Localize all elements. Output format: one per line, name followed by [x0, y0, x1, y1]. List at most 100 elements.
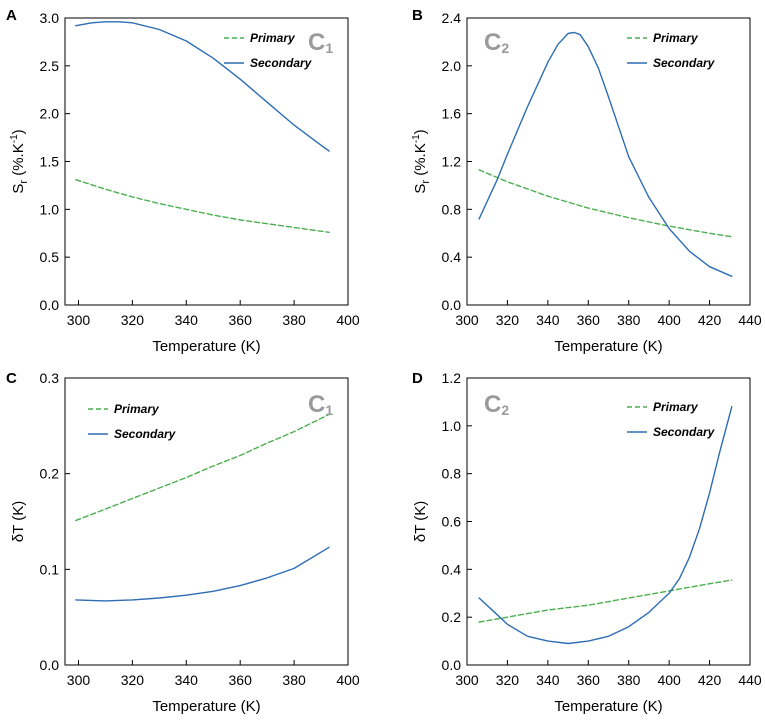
legend-label-primary: Primary: [250, 31, 296, 45]
y-axis-label-main: S: [10, 184, 27, 194]
configuration-label-main: C: [308, 391, 325, 418]
series-line-primary: [75, 178, 330, 234]
y-tick-label: 0.0: [442, 297, 462, 313]
series-line-secondary: [75, 546, 330, 602]
configuration-label-main: C: [484, 29, 501, 56]
panel-letter: A: [6, 7, 17, 24]
y-tick-label: 2.0: [40, 106, 60, 122]
x-tick-label: 340: [175, 312, 199, 328]
configuration-label: C1: [308, 391, 333, 418]
x-axis-label: Temperature (K): [152, 698, 260, 715]
y-tick-label: 2.4: [442, 10, 462, 26]
configuration-label-sub: 1: [325, 40, 333, 56]
configuration-label-main: C: [484, 391, 501, 418]
x-tick-label: 320: [496, 672, 520, 688]
y-axis-label-sup: -1: [411, 134, 422, 143]
panel-letter: C: [6, 370, 17, 387]
y-tick-label: 0.0: [442, 657, 462, 673]
y-tick-label: 0.6: [442, 514, 462, 530]
y-tick-label: 2.5: [40, 58, 60, 74]
y-axis-label-sub: r: [18, 180, 30, 184]
x-tick-label: 360: [229, 312, 253, 328]
configuration-label: C2: [484, 391, 509, 418]
plot-frame: [466, 377, 751, 666]
y-tick-label: 0.0: [40, 297, 60, 313]
legend-label-secondary: Secondary: [653, 425, 716, 439]
x-axis-label: Temperature (K): [554, 698, 662, 715]
y-tick-label: 1.6: [442, 106, 462, 122]
legend-label-primary: Primary: [653, 31, 699, 45]
legend-label-secondary: Secondary: [250, 56, 313, 70]
y-tick-label: 3.0: [40, 10, 60, 26]
series-line-secondary: [478, 31, 733, 277]
x-tick-label: 400: [336, 672, 360, 688]
x-tick-label: 440: [738, 312, 762, 328]
x-tick-label: 360: [229, 672, 253, 688]
x-tick-label: 300: [455, 672, 479, 688]
y-tick-label: 1.5: [40, 154, 60, 170]
y-axis-label-sup: -1: [9, 134, 20, 143]
configuration-label-sub: 2: [501, 40, 509, 56]
configuration-label-sub: 1: [325, 402, 333, 418]
x-tick-label: 380: [617, 312, 641, 328]
y-axis-label: Sr (%.K-1): [411, 129, 432, 193]
panel-b: B 300 320 340 360 380 400 420 440 0.0 0.4 0.8 1.2 1.6…: [411, 7, 762, 355]
panel-letter: D: [412, 370, 423, 387]
x-tick-label: 300: [455, 312, 479, 328]
plot-frame: [64, 377, 349, 666]
panel-c: C 300 320 340 360 380 400 0.0 0.1 0.2 0.3 Temperatu…: [6, 370, 360, 715]
x-tick-label: 320: [121, 672, 145, 688]
x-tick-label: 440: [738, 672, 762, 688]
y-tick-label: 0.5: [40, 249, 60, 265]
x-tick-label: 360: [577, 312, 601, 328]
y-axis-label-unit: (%.K: [10, 143, 27, 180]
series-line-primary: [478, 579, 733, 623]
x-tick-label: 400: [336, 312, 360, 328]
y-tick-label: 0.8: [442, 466, 462, 482]
x-tick-label: 320: [496, 312, 520, 328]
y-tick-label: 1.2: [442, 154, 462, 170]
x-axis-label: Temperature (K): [554, 338, 662, 355]
x-axis-label: Temperature (K): [152, 338, 260, 355]
y-axis-label-close: ): [412, 129, 429, 134]
y-tick-label: 0.1: [40, 561, 60, 577]
y-tick-label: 0.2: [40, 466, 60, 482]
x-tick-label: 400: [657, 672, 681, 688]
panel-a: A 300 320 340 360 380 400 0.0 0.5 1.0 1.5 2.0 2.5 3.0…: [6, 7, 360, 355]
legend-label-secondary: Secondary: [114, 427, 177, 441]
x-tick-label: 300: [67, 672, 91, 688]
configuration-label-sub: 2: [501, 402, 509, 418]
configuration-label-main: C: [308, 29, 325, 56]
series-line-secondary: [75, 21, 330, 152]
configuration-label: C1: [308, 29, 333, 56]
y-tick-label: 0.4: [442, 249, 462, 265]
y-axis-label: δT (K): [10, 501, 27, 542]
series-line-secondary: [478, 406, 733, 645]
panel-letter: B: [412, 7, 423, 24]
x-tick-label: 340: [536, 672, 560, 688]
y-axis-label-sub: r: [420, 180, 432, 184]
legend-label-secondary: Secondary: [653, 56, 716, 70]
panel-d: D 300 320 340 360 380 400 420 440 0.0 0.2 0.4 0.6 0.8…: [412, 370, 762, 715]
y-axis-label-main: S: [412, 184, 429, 194]
x-tick-label: 320: [121, 312, 145, 328]
y-tick-label: 1.0: [40, 201, 60, 217]
x-tick-label: 400: [657, 312, 681, 328]
y-tick-label: 1.2: [442, 370, 462, 386]
x-tick-label: 380: [282, 672, 306, 688]
x-tick-label: 340: [175, 672, 199, 688]
y-tick-label: 1.0: [442, 418, 462, 434]
y-axis-label: δT (K): [412, 501, 429, 542]
legend-label-primary: Primary: [114, 402, 160, 416]
x-tick-label: 420: [698, 312, 722, 328]
configuration-label: C2: [484, 29, 509, 56]
series-line-primary: [75, 413, 330, 522]
y-axis-label-unit: (%.K: [412, 143, 429, 180]
x-tick-label: 340: [536, 312, 560, 328]
legend-label-primary: Primary: [653, 400, 699, 414]
x-tick-label: 380: [617, 672, 641, 688]
y-tick-label: 0.8: [442, 201, 462, 217]
series-line-primary: [478, 169, 733, 238]
y-axis-label-close: ): [10, 129, 27, 134]
